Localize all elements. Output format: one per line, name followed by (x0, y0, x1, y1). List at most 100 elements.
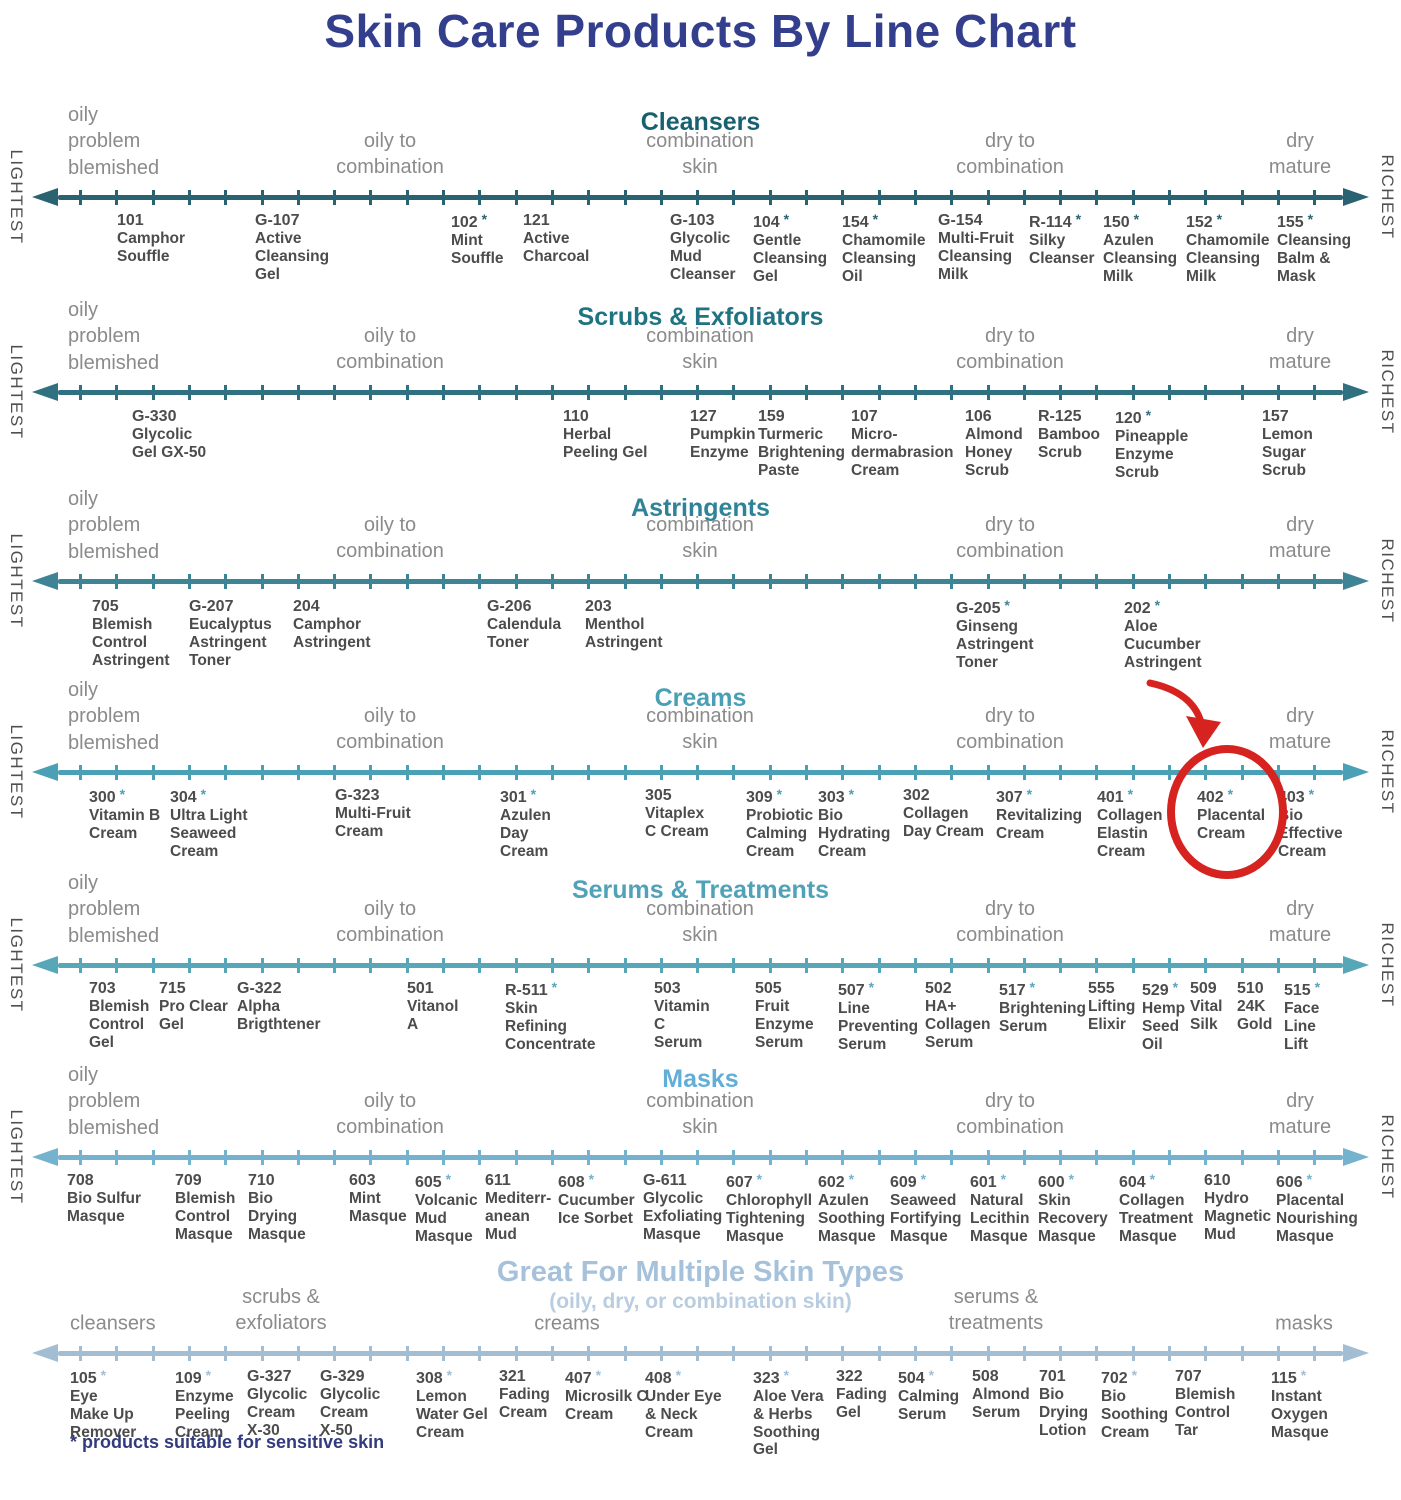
product-id: 302 (903, 787, 930, 804)
product-item: 305 Vitaplex C Cream (645, 787, 711, 841)
product-item: 152 * Chamomile Cleansing Milk (1186, 211, 1270, 285)
product-item: 102 * Mint Souffle (451, 211, 535, 268)
product-id: 502 (925, 980, 952, 997)
axis-tick (986, 957, 990, 973)
axis-tick (732, 764, 736, 780)
product-name: Calming Serum (898, 1388, 960, 1423)
axis-line (32, 763, 1369, 781)
axis-tick (550, 1345, 554, 1361)
product-id: 152 * (1186, 211, 1223, 231)
axis-tick (296, 189, 300, 205)
axis-tick (732, 1149, 736, 1165)
product-id: 323 * (753, 1367, 790, 1387)
axis-tick (79, 384, 82, 400)
product-name: Volcanic Mud Masque (415, 1192, 478, 1245)
product-item: 555 Lifting Elixir (1088, 980, 1172, 1034)
axis-tick (587, 957, 591, 973)
axis-tick (514, 764, 518, 780)
axis-tick (333, 1345, 337, 1361)
product-item: 159 Turmeric Brightening Paste (758, 408, 845, 479)
axis-tick (224, 1345, 228, 1361)
axis-tick (224, 189, 228, 205)
product-id: 501 (407, 980, 434, 997)
axis-tick (1131, 573, 1135, 589)
sensitive-skin-star: * (547, 979, 558, 995)
axis-tick (732, 384, 736, 400)
product-id: 529 * (1142, 979, 1179, 999)
product-name: Aloe Vera & Herbs Soothing Gel (753, 1388, 824, 1459)
product-item: 323 * Aloe Vera & Herbs Soothing Gel (753, 1367, 837, 1459)
axis-tick (587, 1345, 591, 1361)
product-name: Under Eye & Neck Cream (645, 1388, 722, 1441)
product-name: Active Charcoal (523, 230, 590, 265)
axis-tick (841, 1149, 845, 1165)
axis-tick (950, 764, 954, 780)
axis-tick (405, 189, 409, 205)
axis-tick (1313, 573, 1317, 589)
product-name: Fading Cream (499, 1386, 550, 1421)
axis-tick (115, 764, 119, 780)
product-name: Natural Lecithin Masque (970, 1192, 1030, 1245)
skin-type-label: dry to combination (956, 325, 1064, 374)
product-id: 308 * (416, 1367, 453, 1387)
axis-tick (913, 189, 917, 205)
sensitive-skin-star: * (1304, 786, 1315, 802)
product-name: Calendula Toner (487, 616, 562, 651)
sensitive-skin-star: * (196, 786, 207, 802)
product-item: 701 Bio Drying Lotion (1039, 1368, 1095, 1439)
axis-tick (659, 1149, 663, 1165)
skin-type-label: oily to combination (336, 130, 444, 179)
product-id: 104 * (753, 211, 790, 231)
product-id: 510 (1237, 980, 1264, 997)
section-subtitle: (oily, dry, or combination skin) (549, 1290, 852, 1313)
product-name: Alpha Brigthtener (237, 998, 321, 1033)
axis-tick (550, 957, 554, 973)
product-id: 407 * (565, 1367, 602, 1387)
highlight-arrowhead-icon (1186, 716, 1221, 748)
axis-tick (1276, 384, 1280, 400)
axis-tick (1313, 764, 1317, 780)
product-item: 301 * Azulen Day Cream (500, 786, 556, 860)
sensitive-skin-star: * (96, 1367, 107, 1383)
product-item: 154 * Chamomile Cleansing Oil (842, 211, 926, 285)
sensitive-skin-star: * (1025, 979, 1036, 995)
product-id: 503 (654, 980, 681, 997)
axis-tick (478, 764, 482, 780)
axis-tick (587, 764, 591, 780)
product-id: 204 (293, 598, 320, 615)
product-id: G-611 (643, 1172, 687, 1189)
sensitive-skin-star: * (996, 1171, 1007, 1187)
axis-tick (986, 573, 990, 589)
product-id: G-205 * (956, 597, 1010, 617)
product-name: Mediterr-anean Mud (485, 1190, 552, 1243)
product-name: Blemish Control Gel (89, 998, 150, 1051)
product-name: Vital Silk (1190, 998, 1223, 1033)
axis-tick (1022, 1149, 1026, 1165)
axis-tick (224, 384, 228, 400)
product-item: R-114 * Silky Cleanser (1029, 211, 1113, 268)
axis-tick (768, 957, 772, 973)
product-id: 157 (1262, 408, 1289, 425)
product-id: 159 (758, 408, 785, 425)
skin-type-label: oily to combination (336, 1090, 444, 1139)
side-label-lightest: LIGHTEST (7, 149, 26, 245)
axis-tick (514, 573, 518, 589)
axis-tick (224, 573, 228, 589)
product-id: 102 * (451, 211, 488, 231)
product-item: 101 Camphor Souffle (117, 212, 201, 266)
axis-tick (659, 957, 663, 973)
axis-tick (913, 1345, 917, 1361)
axis-tick (1313, 1345, 1317, 1361)
product-name: Glycolic Mud Cleanser (670, 230, 736, 283)
product-id: 555 (1088, 980, 1115, 997)
footnote: * products suitable for sensitive skin (70, 1432, 385, 1452)
axis-tick (986, 1149, 990, 1165)
axis-tick (1168, 573, 1171, 589)
axis-tick (115, 957, 119, 973)
sensitive-skin-star: * (779, 1367, 790, 1383)
axis-arrowhead-right-icon (1343, 763, 1369, 781)
axis-line (32, 1148, 1369, 1166)
sensitive-skin-star: * (1296, 1367, 1307, 1383)
skin-type-label: dry mature (1268, 898, 1332, 947)
product-name: Bio Drying Masque (248, 1190, 306, 1243)
